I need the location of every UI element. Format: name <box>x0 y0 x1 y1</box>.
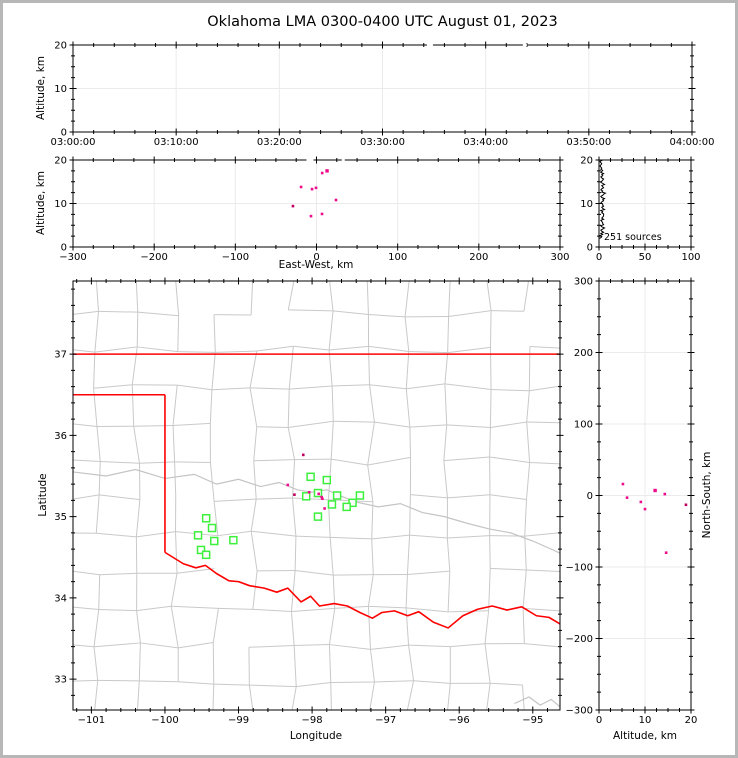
lma-station-marker <box>342 502 351 512</box>
svg-text:0: 0 <box>587 491 593 502</box>
map-xlabel: Longitude <box>289 730 343 742</box>
svg-text:34: 34 <box>54 593 67 604</box>
lma-station-marker <box>207 523 217 533</box>
svg-text:−100: −100 <box>151 715 178 726</box>
svg-text:−96: −96 <box>449 715 470 726</box>
svg-text:−98: −98 <box>302 715 323 726</box>
svg-text:0: 0 <box>596 252 602 263</box>
lma-station-marker <box>327 500 337 509</box>
svg-text:03:10:00: 03:10:00 <box>154 137 199 148</box>
svg-text:−101: −101 <box>78 715 105 726</box>
svg-text:10: 10 <box>54 84 67 95</box>
plot-canvas: 03:00:00 03:10:00 03:20:00 03:30:00 03:40:00… <box>51 41 715 727</box>
lma-station-marker <box>193 531 203 540</box>
svg-text:03:30:00: 03:30:00 <box>360 137 405 148</box>
lma-station-marker <box>306 472 315 482</box>
lma-station-marker <box>209 536 219 546</box>
svg-text:20: 20 <box>54 41 67 52</box>
map-panel: −101 −100 −99 −98 −97 −96 −95 33 34 35 36 37 <box>54 277 564 726</box>
lma-station-marker <box>332 491 342 500</box>
lma-station-marker <box>313 512 323 521</box>
svg-text:300: 300 <box>574 277 593 288</box>
svg-text:−95: −95 <box>522 715 543 726</box>
altitude-histogram-panel: 0 50 100 0 10 20 <box>580 156 700 264</box>
svg-text:0: 0 <box>61 128 67 139</box>
svg-text:10: 10 <box>580 199 593 210</box>
svg-text:03:50:00: 03:50:00 <box>566 137 611 148</box>
figure-title: Oklahoma LMA 0300-0400 UTC August 01, 20… <box>207 14 558 30</box>
svg-text:−200: −200 <box>140 252 167 263</box>
lma-station-marker <box>301 492 311 501</box>
ns-panel-ylabel: North-South, km <box>701 451 713 539</box>
svg-text:−99: −99 <box>228 715 249 726</box>
svg-text:0: 0 <box>587 243 593 254</box>
svg-text:20: 20 <box>685 715 698 726</box>
svg-text:−200: −200 <box>566 634 593 645</box>
svg-text:0: 0 <box>61 243 67 254</box>
ew-panel-xlabel: East-West, km <box>278 259 354 271</box>
svg-text:35: 35 <box>54 512 67 523</box>
sources-count-label: 251 sources <box>604 232 662 243</box>
svg-text:−100: −100 <box>566 563 593 574</box>
svg-text:−300: −300 <box>59 252 86 263</box>
lma-station-marker <box>355 491 365 500</box>
lma-station-marker <box>196 545 206 555</box>
svg-text:−100: −100 <box>222 252 249 263</box>
ns-panel-xlabel: Altitude, km <box>612 730 677 742</box>
svg-text:100: 100 <box>681 252 700 263</box>
lma-station-marker <box>229 535 238 545</box>
lma-station-marker <box>322 475 332 485</box>
svg-text:100: 100 <box>574 420 593 431</box>
map-ylabel: Latitude <box>37 473 49 517</box>
time-altitude-panel: 03:00:00 03:10:00 03:20:00 03:30:00 03:40:00… <box>51 41 715 149</box>
svg-text:50: 50 <box>639 252 652 263</box>
svg-text:03:00:00: 03:00:00 <box>51 137 96 148</box>
svg-text:200: 200 <box>469 252 488 263</box>
svg-text:37: 37 <box>54 350 67 361</box>
svg-text:0: 0 <box>313 252 319 263</box>
svg-text:200: 200 <box>574 348 593 359</box>
svg-text:100: 100 <box>388 252 407 263</box>
lma-station-marker <box>201 550 211 560</box>
svg-text:03:40:00: 03:40:00 <box>463 137 508 148</box>
svg-text:36: 36 <box>54 431 67 442</box>
svg-text:20: 20 <box>580 156 593 167</box>
svg-text:03:20:00: 03:20:00 <box>257 137 302 148</box>
svg-text:0: 0 <box>596 715 602 726</box>
svg-text:20: 20 <box>54 156 67 167</box>
svg-text:10: 10 <box>639 715 652 726</box>
map-content <box>73 281 560 710</box>
svg-text:33: 33 <box>54 675 67 686</box>
svg-text:300: 300 <box>550 252 569 263</box>
lma-station-marker <box>201 514 211 523</box>
svg-text:−300: −300 <box>566 706 593 717</box>
east-west-altitude-panel: −300 −200 −100 0 100 200 300 0 10 20 <box>54 156 569 264</box>
ew-panel-ylabel: Altitude, km <box>35 171 47 236</box>
north-south-altitude-panel: 0 10 20 −300 −200 −100 0 100 200 300 <box>566 277 698 727</box>
svg-text:−97: −97 <box>375 715 396 726</box>
svg-text:10: 10 <box>54 199 67 210</box>
svg-text:04:00:00: 04:00:00 <box>670 137 715 148</box>
